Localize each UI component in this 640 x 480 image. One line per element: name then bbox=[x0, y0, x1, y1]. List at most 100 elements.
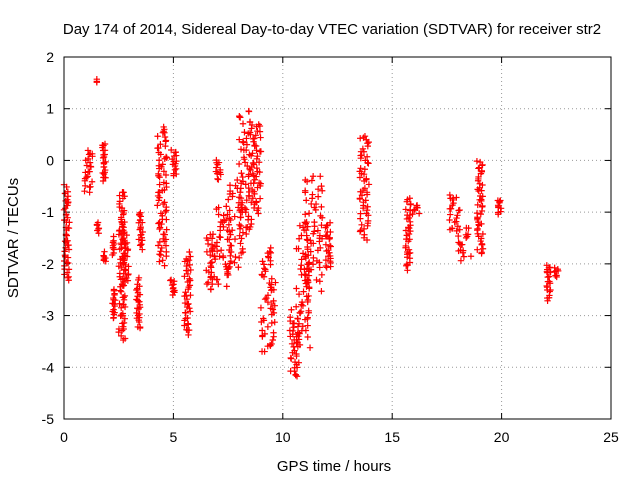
data-point bbox=[156, 238, 164, 246]
data-point bbox=[84, 147, 92, 154]
data-point bbox=[81, 188, 88, 195]
data-point bbox=[294, 315, 301, 322]
data-point bbox=[296, 341, 304, 349]
data-point bbox=[259, 258, 266, 265]
data-point bbox=[181, 273, 188, 280]
data-point bbox=[257, 304, 265, 311]
data-point bbox=[227, 231, 234, 238]
data-point bbox=[304, 298, 311, 306]
data-point bbox=[182, 309, 189, 316]
data-point bbox=[243, 141, 251, 148]
data-point bbox=[86, 189, 93, 196]
data-point bbox=[227, 258, 235, 265]
data-point bbox=[211, 242, 219, 250]
data-point bbox=[479, 193, 486, 200]
data-point bbox=[462, 234, 470, 242]
data-point bbox=[185, 321, 192, 328]
data-point bbox=[478, 207, 486, 215]
data-point bbox=[479, 161, 486, 169]
data-point bbox=[236, 189, 244, 196]
data-point bbox=[124, 271, 132, 279]
data-point bbox=[313, 276, 320, 284]
data-point bbox=[405, 214, 413, 222]
data-point bbox=[302, 211, 309, 218]
data-point bbox=[293, 339, 300, 347]
data-point bbox=[100, 163, 107, 171]
data-point bbox=[119, 223, 126, 230]
data-point bbox=[286, 327, 294, 334]
data-point bbox=[181, 322, 188, 329]
data-point bbox=[447, 205, 455, 212]
data-point bbox=[318, 203, 325, 211]
data-point bbox=[402, 262, 410, 270]
data-point bbox=[402, 227, 410, 234]
data-point bbox=[251, 142, 258, 150]
data-point bbox=[239, 178, 247, 185]
data-point bbox=[137, 213, 145, 220]
data-point bbox=[300, 226, 308, 234]
data-point bbox=[365, 138, 372, 146]
data-point bbox=[463, 224, 470, 232]
data-point bbox=[364, 142, 372, 150]
data-point bbox=[154, 202, 161, 209]
data-point bbox=[116, 246, 123, 253]
data-point bbox=[237, 222, 245, 230]
data-point bbox=[479, 230, 487, 238]
data-point bbox=[183, 303, 191, 311]
data-point bbox=[219, 219, 226, 226]
data-point bbox=[250, 180, 257, 187]
data-point bbox=[155, 197, 162, 204]
data-point bbox=[406, 249, 414, 257]
data-point bbox=[226, 182, 234, 189]
data-point bbox=[249, 195, 256, 202]
data-point bbox=[242, 224, 250, 231]
data-point bbox=[186, 308, 194, 315]
data-point bbox=[87, 163, 95, 171]
y-tick-label: -5 bbox=[42, 411, 55, 427]
data-point bbox=[254, 127, 261, 135]
data-point bbox=[304, 322, 311, 329]
data-point bbox=[154, 133, 161, 140]
data-point bbox=[553, 272, 560, 279]
data-point bbox=[162, 242, 170, 249]
data-point bbox=[93, 76, 101, 83]
data-point bbox=[119, 230, 127, 237]
data-point bbox=[305, 210, 313, 217]
data-point bbox=[303, 218, 310, 226]
data-point bbox=[295, 320, 303, 327]
data-point bbox=[322, 224, 329, 231]
data-point bbox=[239, 138, 247, 145]
data-point bbox=[213, 248, 221, 255]
data-point bbox=[266, 279, 273, 287]
data-point bbox=[111, 291, 118, 299]
data-point bbox=[237, 146, 245, 153]
data-point bbox=[410, 207, 418, 214]
data-point bbox=[217, 227, 224, 234]
data-point bbox=[185, 300, 192, 308]
data-point bbox=[303, 178, 311, 185]
data-point bbox=[231, 213, 238, 220]
data-point bbox=[63, 232, 71, 239]
data-point bbox=[407, 227, 414, 235]
data-point bbox=[182, 289, 189, 296]
data-point bbox=[495, 211, 502, 218]
data-point bbox=[364, 159, 371, 166]
data-point bbox=[139, 246, 146, 253]
data-point bbox=[310, 230, 317, 237]
data-point bbox=[65, 246, 73, 253]
data-point bbox=[237, 249, 245, 257]
data-point bbox=[271, 302, 278, 309]
data-point bbox=[157, 251, 164, 259]
data-point bbox=[268, 319, 275, 327]
data-point bbox=[163, 154, 170, 161]
data-point bbox=[237, 240, 244, 247]
data-point bbox=[460, 253, 468, 260]
data-point bbox=[463, 233, 471, 240]
data-point bbox=[250, 138, 257, 145]
data-point bbox=[295, 359, 303, 366]
data-point bbox=[476, 164, 483, 171]
data-point bbox=[110, 314, 117, 321]
data-point bbox=[304, 223, 311, 230]
data-point bbox=[163, 226, 170, 233]
